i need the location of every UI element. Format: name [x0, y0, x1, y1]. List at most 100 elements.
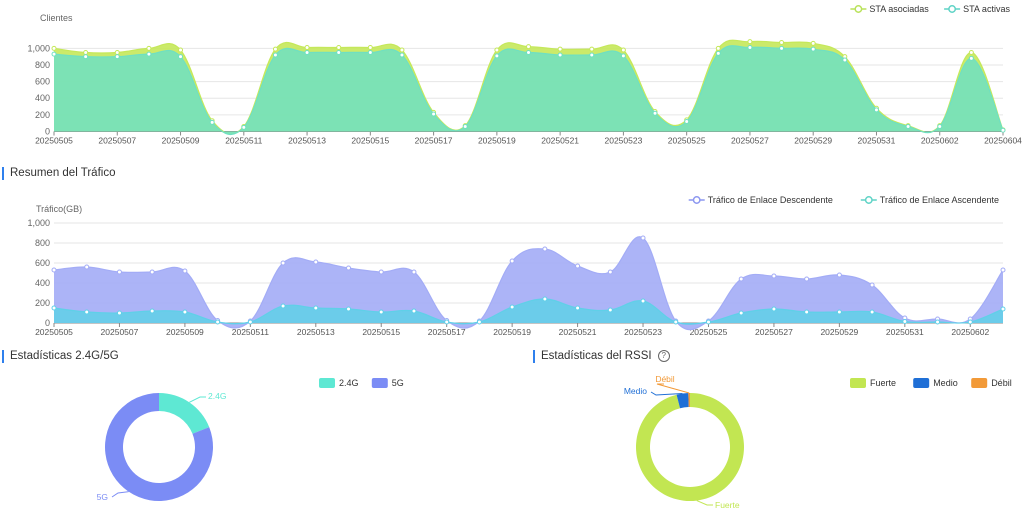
rssi-slice-medio — [676, 393, 689, 409]
clients-data-point — [557, 52, 563, 58]
band-leader-line — [111, 491, 129, 498]
clients-y-tick-label: 400 — [35, 93, 50, 103]
band-legend-label: 2.4G — [339, 378, 359, 388]
traffic-data-point — [149, 269, 155, 275]
clients-data-point — [241, 124, 247, 130]
rssi-slice-fuerte — [636, 393, 744, 501]
rssi-leader-line — [696, 500, 713, 506]
rssi-slice-label: Fuerte — [715, 500, 740, 510]
clients-data-point — [178, 54, 184, 60]
traffic-x-tick-label: 20250513 — [297, 327, 335, 337]
clients-data-point — [715, 45, 721, 51]
traffic-data-point — [804, 276, 810, 282]
traffic-data-point — [869, 309, 875, 315]
clients-data-point — [620, 53, 626, 59]
clients-data-point — [146, 45, 152, 51]
clients-data-point — [83, 54, 89, 60]
traffic-data-point — [640, 298, 646, 304]
clients-data-point — [684, 119, 690, 125]
traffic-y-tick-label: 0 — [45, 318, 50, 328]
traffic-x-tick-label: 20250529 — [820, 327, 858, 337]
clients-data-point — [715, 50, 721, 56]
traffic-data-point — [378, 309, 384, 315]
traffic-data-point — [607, 269, 613, 275]
clients-x-tick-label: 20250505 — [35, 136, 73, 146]
traffic-data-point — [542, 296, 548, 302]
traffic-data-point — [280, 260, 286, 266]
rssi-legend-item: Fuerte — [850, 378, 896, 388]
traffic-data-point — [836, 309, 842, 315]
traffic-legend-item: Tráfico de Enlace Ascendente — [860, 195, 999, 205]
band-legend-swatch — [319, 378, 335, 388]
traffic-data-point — [182, 268, 188, 274]
clients-data-point — [83, 49, 89, 55]
traffic-x-tick-label: 20250525 — [690, 327, 728, 337]
traffic-data-point — [935, 319, 941, 325]
band-leader-line — [189, 396, 206, 403]
clients-area-chart: Clientes 0 200 400 600 800 1,000 20250505 202505… — [27, 4, 1022, 146]
band-chart-panel: 2.4G 5G 2.4G 5G — [0, 368, 505, 513]
traffic-x-tick-label: 20250521 — [559, 327, 597, 337]
clients-data-point — [462, 124, 468, 130]
traffic-x-tick-label: 20250523 — [624, 327, 662, 337]
traffic-data-point — [967, 319, 973, 325]
traffic-x-tick-label: 20250517 — [428, 327, 466, 337]
clients-data-point — [114, 54, 120, 60]
help-circle-icon[interactable]: ? — [657, 350, 670, 362]
clients-y-tick-label: 200 — [35, 110, 50, 120]
clients-data-point — [620, 47, 626, 53]
clients-legend-marker — [854, 5, 863, 13]
traffic-data-point — [902, 319, 908, 324]
clients-y-axis-label: Clientes — [40, 13, 73, 23]
clients-data-point — [747, 45, 753, 51]
traffic-data-point — [1000, 306, 1006, 312]
clients-data-point — [589, 46, 595, 52]
traffic-section-title: Resumen del Tráfico — [2, 167, 115, 180]
traffic-chart-panel: Tráfico(GB) 0 200 400 600 800 1,000 20250505 202… — [0, 188, 1024, 338]
clients-y-tick-label: 1,000 — [27, 43, 50, 53]
traffic-data-point — [738, 310, 744, 316]
traffic-x-tick-label: 20250519 — [493, 327, 531, 337]
rssi-legend-item: Débil — [971, 378, 1012, 388]
rssi-leader-line — [656, 383, 690, 394]
traffic-data-point — [771, 273, 777, 279]
traffic-data-point — [313, 305, 319, 311]
traffic-y-tick-label: 600 — [35, 258, 50, 268]
traffic-data-point — [804, 309, 810, 315]
traffic-y-tick-label: 400 — [35, 278, 50, 288]
traffic-data-point — [575, 305, 581, 311]
clients-data-point — [1000, 127, 1006, 133]
clients-data-point — [937, 124, 943, 130]
traffic-legend-label: Tráfico de Enlace Ascendente — [880, 195, 999, 205]
rssi-section-title: Estadísticas del RSSI ? — [533, 350, 670, 363]
traffic-data-point — [509, 304, 515, 310]
traffic-data-point — [542, 246, 548, 252]
clients-series-area-1 — [54, 45, 1003, 135]
clients-data-point — [209, 119, 215, 125]
traffic-data-point — [771, 306, 777, 312]
traffic-x-tick-label: 20250507 — [101, 327, 139, 337]
traffic-data-point — [1000, 267, 1006, 273]
clients-legend-item: STA asociadas — [850, 4, 929, 14]
clients-legend-item: STA activas — [944, 4, 1010, 14]
traffic-data-point — [378, 269, 384, 275]
clients-y-tick-label: 0 — [45, 127, 50, 137]
band-slice-label: 2.4G — [208, 391, 226, 401]
rssi-leader-line — [650, 391, 683, 396]
clients-data-point — [842, 57, 848, 63]
clients-chart-panel: Clientes 0 200 400 600 800 1,000 20250505 202505… — [0, 0, 1024, 150]
clients-data-point — [810, 40, 816, 46]
traffic-y-tick-label: 200 — [35, 298, 50, 308]
clients-data-point — [146, 51, 152, 57]
band-legend-label: 5G — [392, 378, 404, 388]
traffic-legend-label: Tráfico de Enlace Descendente — [708, 195, 833, 205]
clients-data-point — [336, 49, 342, 55]
rssi-slice-label: Medio — [624, 386, 647, 396]
traffic-y-tick-label: 800 — [35, 238, 50, 248]
clients-legend-label: STA activas — [963, 4, 1010, 14]
clients-data-point — [494, 53, 500, 59]
clients-legend-label: STA asociadas — [869, 4, 929, 14]
band-legend-swatch — [371, 378, 388, 388]
clients-data-point — [526, 44, 531, 50]
traffic-data-point — [640, 235, 646, 241]
